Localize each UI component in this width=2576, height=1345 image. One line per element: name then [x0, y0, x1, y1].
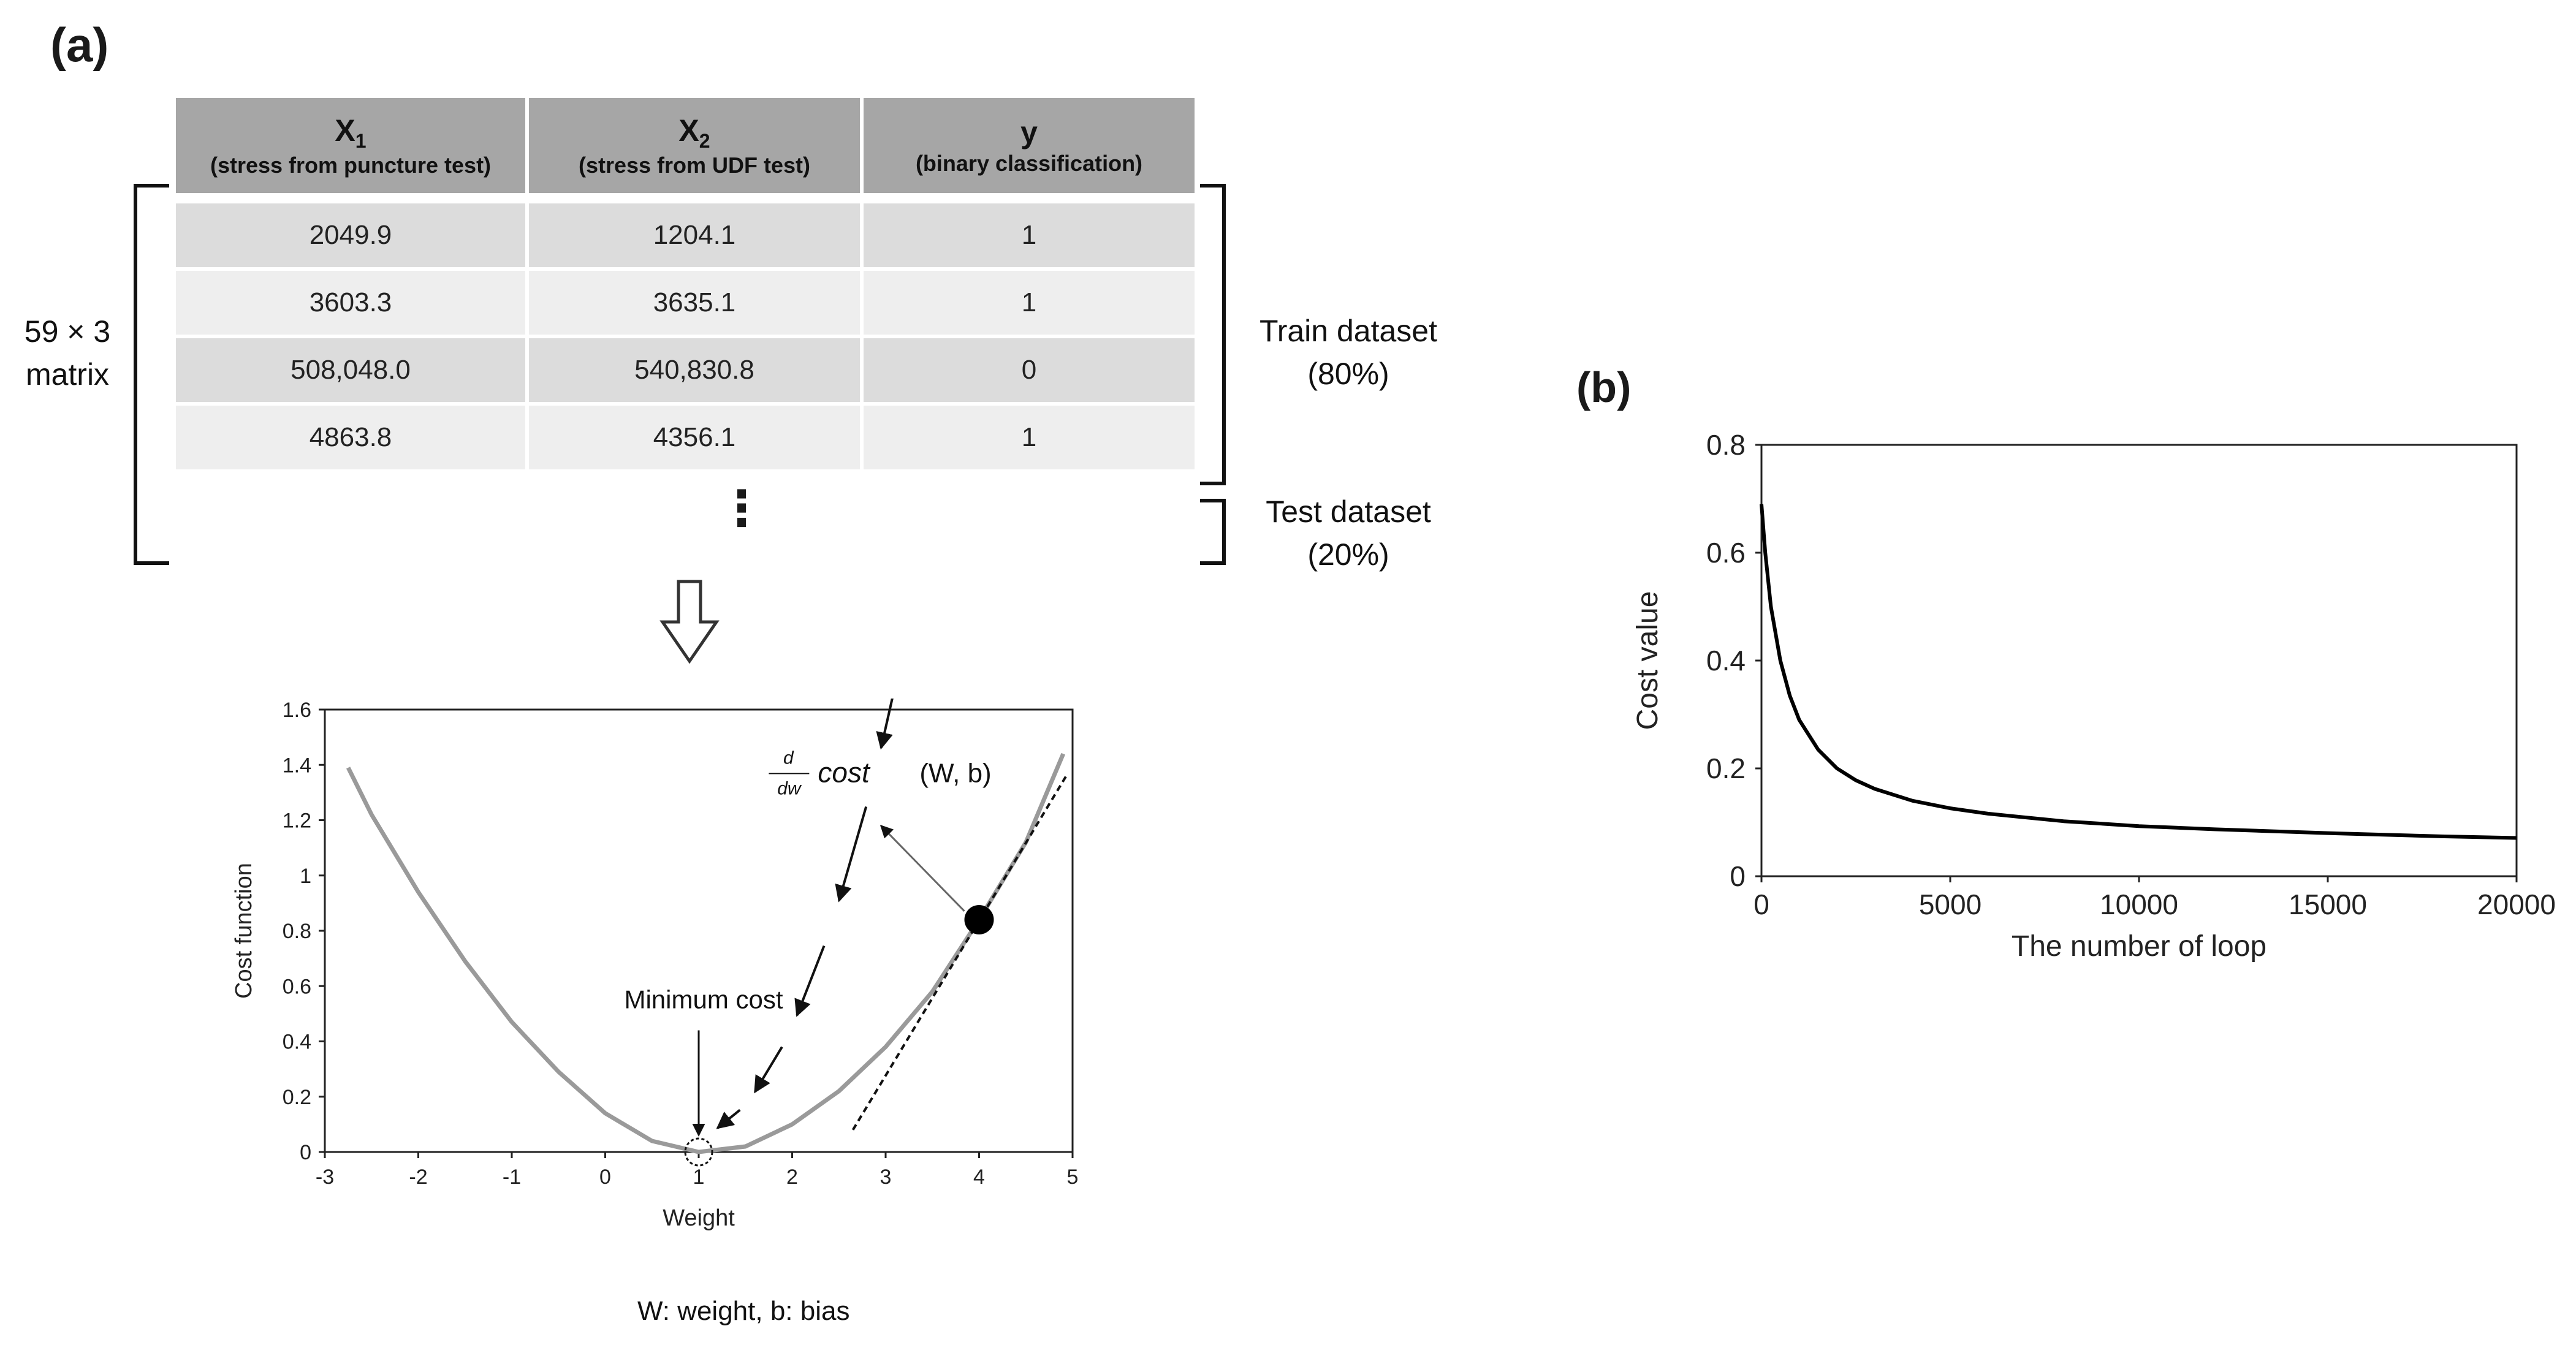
matrix-label-word: matrix — [25, 357, 110, 392]
y-tick-label: 0 — [1730, 860, 1746, 892]
x-tick-label: 5 — [1067, 1165, 1079, 1189]
tangent-line — [851, 772, 1070, 1131]
cost-curve-line — [346, 752, 1066, 1154]
y-tick-label: 0.4 — [283, 1031, 311, 1054]
train-label-pct: (80%) — [1307, 357, 1389, 391]
cost-function-chart: -3 -2 -1 0 1 2 3 4 5 0 0.2 0.4 0.6 0.8 1 1.2 1.4 1.6 Weigh… — [231, 699, 1079, 1231]
table-cell: 508,048.0 — [176, 338, 525, 402]
header-x1-main: X — [335, 113, 355, 148]
descent-arrow — [716, 1108, 741, 1129]
y-tick-label: 1 — [300, 865, 311, 888]
matrix-label-size: 59 × 3 — [24, 314, 111, 349]
y-tick-label: 0.6 — [1706, 537, 1746, 569]
x-tick-label: 3 — [880, 1165, 892, 1189]
table-cell: 4356.1 — [529, 406, 860, 469]
descent-arrow — [753, 1046, 783, 1094]
table-cell: 1 — [864, 406, 1195, 469]
header-x1-desc: (stress from puncture test) — [210, 152, 492, 178]
x-tick-label: 15000 — [2289, 888, 2367, 920]
current-point-marker — [964, 904, 994, 934]
train-label-title: Train dataset — [1260, 314, 1437, 348]
test-bracket — [1200, 499, 1226, 565]
panel-a-label: (a) — [50, 18, 109, 72]
down-arrow-icon — [659, 580, 720, 664]
header-x1-sub-index: 1 — [355, 129, 367, 152]
x-axis-label: The number of loop — [2012, 930, 2266, 963]
train-label: Train dataset (80%) — [1232, 309, 1465, 395]
y-tick-label: 0 — [300, 1141, 311, 1164]
figure-caption: W: weight, b: bias — [637, 1296, 850, 1326]
header-y-desc: (binary classification) — [915, 150, 1143, 176]
header-x2-desc: (stress from UDF test) — [578, 152, 811, 178]
table-cell: 1 — [864, 203, 1195, 267]
table-cell: 1 — [864, 271, 1195, 335]
x-tick-label: 2 — [786, 1165, 798, 1189]
x-tick-label: -2 — [409, 1165, 427, 1189]
table-ellipsis: ⋮ — [717, 481, 766, 536]
table-cell: 2049.9 — [176, 203, 525, 267]
test-label-pct: (20%) — [1307, 537, 1389, 572]
derivative-args: (W, b) — [919, 758, 991, 788]
test-label: Test dataset (20%) — [1232, 490, 1465, 576]
cost-value-line — [1760, 504, 2517, 840]
x-tick-label: 5000 — [1919, 888, 1981, 920]
derivative-pointer — [880, 825, 965, 912]
x-tick-label: -3 — [316, 1165, 334, 1189]
table-header-y: y (binary classification) — [864, 98, 1195, 193]
cost-value-chart: 0 5000 10000 15000 20000 0 0.2 0.4 0.6 0.8 The num… — [1632, 429, 2556, 963]
y-tick-label: 0.2 — [283, 1086, 311, 1109]
x-tick-label: 0 — [599, 1165, 611, 1189]
header-y-main: y — [1020, 115, 1038, 150]
y-tick-label: 0.6 — [283, 975, 311, 998]
x-tick-label: 10000 — [2100, 888, 2178, 920]
minimum-point-marker — [684, 1137, 713, 1167]
table-cell: 540,830.8 — [529, 338, 860, 402]
header-x2-sub-index: 2 — [699, 129, 710, 152]
y-tick-label: 0.8 — [283, 920, 311, 943]
header-x2-main: X — [678, 113, 699, 148]
matrix-bracket — [134, 184, 169, 565]
descent-arrow — [876, 699, 894, 750]
descent-arrow — [835, 806, 868, 903]
derivative-numerator: d — [783, 748, 794, 768]
x-tick-label: 20000 — [2477, 888, 2556, 920]
panel-b-label: (b) — [1576, 363, 1632, 411]
minimum-cost-annotation: Minimum cost — [624, 985, 783, 1013]
table-cell: 0 — [864, 338, 1195, 402]
x-tick-label: 0 — [1753, 888, 1769, 920]
x-tick-label: 1 — [693, 1165, 705, 1189]
matrix-label: 59 × 3 matrix — [6, 310, 129, 396]
table-cell: 3635.1 — [529, 271, 860, 335]
derivative-cost-word: cost — [818, 756, 871, 788]
y-axis-label: Cost function — [231, 863, 257, 999]
plot-frame — [1760, 444, 2518, 877]
descent-arrow — [794, 945, 826, 1017]
y-tick-label: 1.2 — [283, 809, 311, 833]
y-tick-label: 0.4 — [1706, 645, 1746, 676]
derivative-denominator: dw — [777, 778, 802, 798]
table-cell: 3603.3 — [176, 271, 525, 335]
y-tick-label: 1.6 — [283, 699, 311, 722]
table-cell: 1204.1 — [529, 203, 860, 267]
y-tick-label: 1.4 — [283, 754, 311, 777]
x-tick-label: -1 — [503, 1165, 521, 1189]
train-bracket — [1200, 184, 1226, 485]
table-header-x1: X1 (stress from puncture test) — [176, 98, 525, 193]
y-axis-label: Cost value — [1632, 591, 1664, 730]
x-tick-label: 4 — [973, 1165, 985, 1189]
table-header-x2: X2 (stress from UDF test) — [529, 98, 860, 193]
y-tick-label: 0.2 — [1706, 752, 1746, 784]
x-axis-label: Weight — [663, 1205, 735, 1231]
table-cell: 4863.8 — [176, 406, 525, 469]
test-label-title: Test dataset — [1266, 494, 1431, 529]
y-tick-label: 0.8 — [1706, 429, 1746, 461]
